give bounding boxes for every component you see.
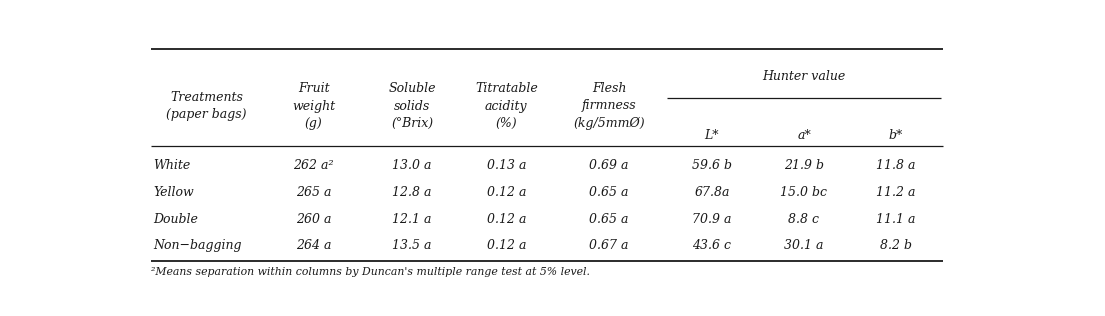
Text: 264 a: 264 a <box>296 240 332 252</box>
Text: Fruit
weight
(g): Fruit weight (g) <box>292 82 335 130</box>
Text: b*: b* <box>888 129 903 142</box>
Text: 0.12 a: 0.12 a <box>486 186 526 199</box>
Text: Double: Double <box>154 213 199 226</box>
Text: 15.0 bc: 15.0 bc <box>780 186 828 199</box>
Text: 0.65 a: 0.65 a <box>589 186 629 199</box>
Text: Soluble
solids
(°Brix): Soluble solids (°Brix) <box>389 82 435 130</box>
Text: 70.9 a: 70.9 a <box>692 213 732 226</box>
Text: L*: L* <box>705 129 719 142</box>
Text: 11.2 a: 11.2 a <box>876 186 916 199</box>
Text: 0.12 a: 0.12 a <box>486 213 526 226</box>
Text: 13.5 a: 13.5 a <box>392 240 432 252</box>
Text: Non−bagging: Non−bagging <box>154 240 242 252</box>
Text: 8.8 c: 8.8 c <box>789 213 820 226</box>
Text: 13.0 a: 13.0 a <box>392 159 432 172</box>
Text: 262 a²: 262 a² <box>294 159 334 172</box>
Text: White: White <box>154 159 191 172</box>
Text: ²Means separation within columns by Duncan's multiple range test at 5% level.: ²Means separation within columns by Dunc… <box>151 266 590 276</box>
Text: Treatments
(paper bags): Treatments (paper bags) <box>167 91 246 121</box>
Text: 12.8 a: 12.8 a <box>392 186 432 199</box>
Text: 265 a: 265 a <box>296 186 332 199</box>
Text: 0.13 a: 0.13 a <box>486 159 526 172</box>
Text: Hunter value: Hunter value <box>762 70 845 83</box>
Text: 67.8a: 67.8a <box>694 186 729 199</box>
Text: a*: a* <box>797 129 811 142</box>
Text: 0.12 a: 0.12 a <box>486 240 526 252</box>
Text: Titratable
acidity
(%): Titratable acidity (%) <box>475 82 538 130</box>
Text: 12.1 a: 12.1 a <box>392 213 432 226</box>
Text: Yellow: Yellow <box>154 186 194 199</box>
Text: 0.65 a: 0.65 a <box>589 213 629 226</box>
Text: 43.6 c: 43.6 c <box>693 240 732 252</box>
Text: 21.9 b: 21.9 b <box>783 159 824 172</box>
Text: Flesh
firmness
(kg/5mmØ): Flesh firmness (kg/5mmØ) <box>573 82 645 130</box>
Text: 260 a: 260 a <box>296 213 332 226</box>
Text: 30.1 a: 30.1 a <box>785 240 823 252</box>
Text: 59.6 b: 59.6 b <box>692 159 732 172</box>
Text: 0.67 a: 0.67 a <box>589 240 629 252</box>
Text: 0.69 a: 0.69 a <box>589 159 629 172</box>
Text: 11.8 a: 11.8 a <box>876 159 916 172</box>
Text: 11.1 a: 11.1 a <box>876 213 916 226</box>
Text: 8.2 b: 8.2 b <box>880 240 912 252</box>
